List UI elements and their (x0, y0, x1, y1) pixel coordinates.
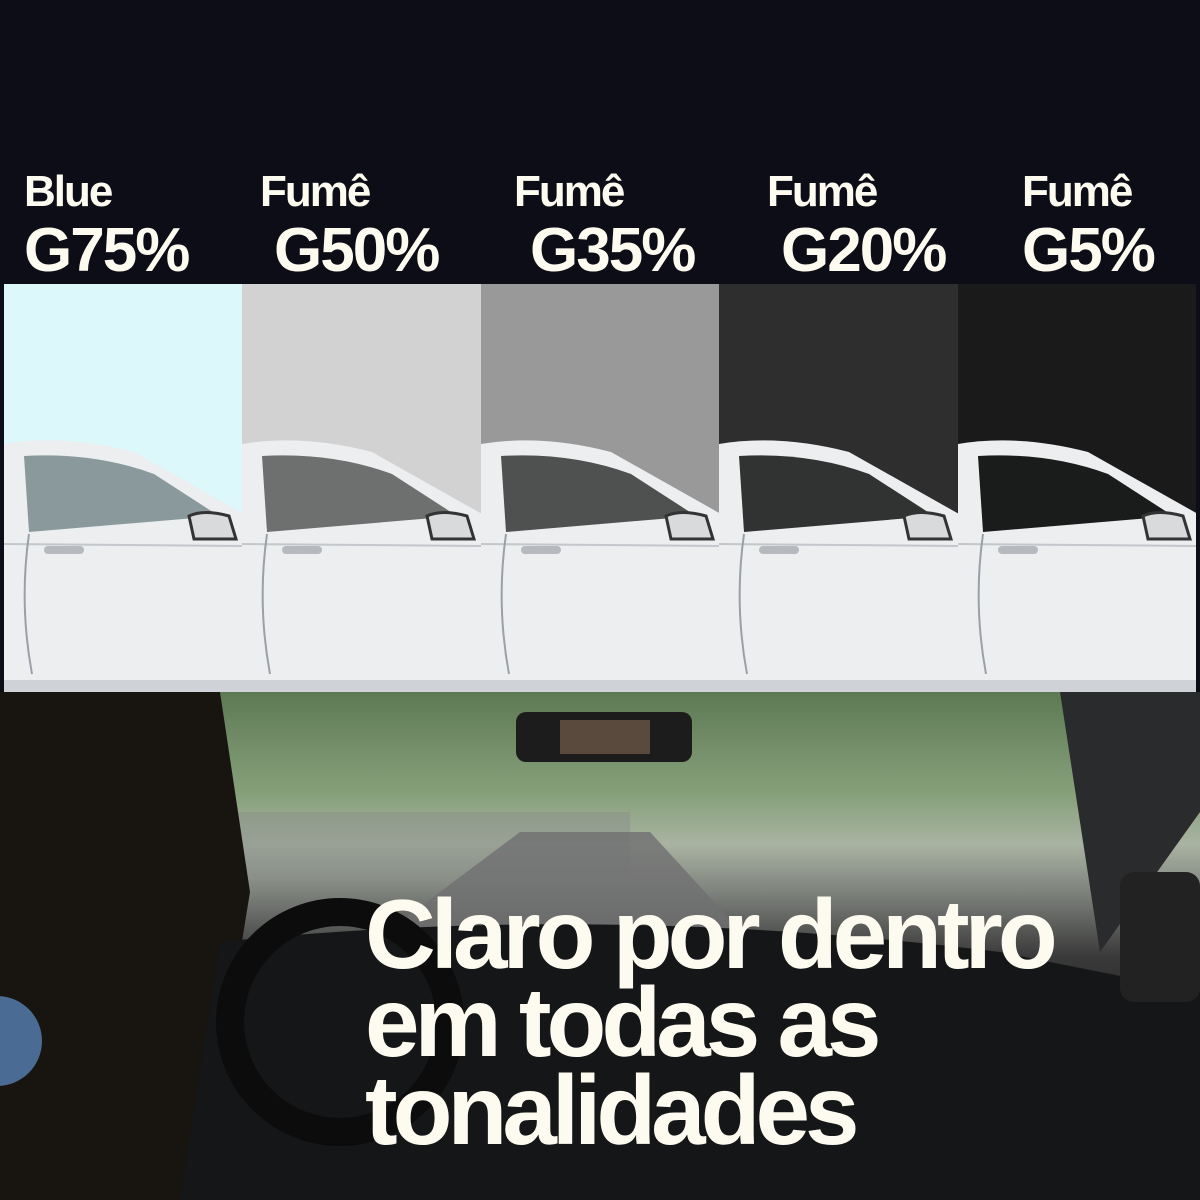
tint-value: G75% (24, 216, 190, 285)
tint-label-g35: Fumê G35% (514, 167, 696, 285)
door-handle (44, 546, 84, 554)
a-pillar (1060, 692, 1200, 952)
car-door-illustration (719, 440, 958, 692)
side-mirror (187, 511, 239, 541)
car-window (977, 455, 1173, 532)
tint-name: Fumê (767, 167, 878, 216)
headline-line-1: Claro por dentro (365, 879, 1058, 989)
car-door-illustration (242, 440, 481, 692)
door-handle (759, 546, 800, 554)
car-door-illustration (957, 440, 1197, 692)
tint-label-g5: Fumê G5% (1022, 167, 1156, 285)
side-mirror (902, 511, 954, 541)
tint-panel-g20 (719, 284, 958, 692)
interior-scene (0, 692, 1200, 1200)
tint-panel-g35 (480, 284, 720, 692)
car-window (262, 455, 458, 532)
side-mirror (425, 511, 477, 541)
car-window (24, 455, 219, 532)
tint-value: G20% (781, 216, 947, 285)
steering-wheel (216, 898, 464, 1146)
door-handle (282, 546, 323, 554)
tint-panel-g50 (242, 284, 481, 692)
headline: Claro por dentro em todas as tonalidades (365, 879, 1058, 1165)
headline-line-2: em todas as (365, 967, 881, 1077)
tint-name: Fumê (514, 167, 625, 216)
car-window (500, 455, 696, 532)
driver-interior-photo (0, 692, 1200, 1200)
headline-line-3: tonalidades (365, 1055, 860, 1165)
tint-value: G35% (530, 216, 696, 285)
door-handle (520, 546, 561, 554)
car-door-illustration (4, 440, 243, 692)
tint-label-g50: Fumê G50% (260, 167, 440, 285)
tint-value: G5% (1022, 216, 1156, 285)
door-handle (997, 546, 1038, 554)
tint-comparison-panels (4, 284, 1197, 692)
car-window (739, 455, 935, 532)
tint-panel-g75 (4, 284, 243, 692)
tint-value: G50% (274, 216, 440, 285)
tint-label-g75: Blue G75% (24, 167, 190, 285)
tint-name: Fumê (260, 167, 371, 216)
driver-silhouette (0, 692, 250, 1200)
tint-panel-g5 (957, 284, 1197, 692)
car-door-illustration (480, 440, 720, 692)
road (360, 832, 760, 952)
side-mirror (664, 511, 715, 541)
tint-label-g20: Fumê G20% (767, 167, 947, 285)
side-mirror (1120, 872, 1200, 1002)
tint-name: Fumê (1022, 167, 1133, 216)
side-mirror (1140, 511, 1192, 541)
tint-name: Blue (24, 167, 113, 216)
